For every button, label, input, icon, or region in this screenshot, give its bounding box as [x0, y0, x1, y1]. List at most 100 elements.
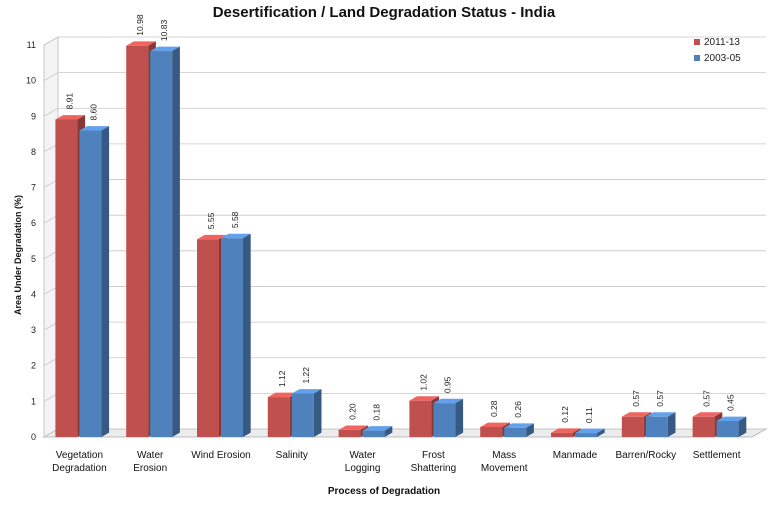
x-tick-label: Water: [349, 450, 376, 461]
bar-top: [480, 422, 510, 428]
bar-front: [504, 427, 527, 437]
legend-swatch-2011-13: [694, 39, 700, 45]
bar: [362, 426, 393, 437]
bar-front: [551, 432, 573, 437]
data-label: 0.57: [631, 390, 641, 407]
data-label: 0.95: [442, 376, 452, 393]
bar-front: [126, 45, 149, 437]
data-label: 8.91: [64, 93, 74, 110]
x-tick-label: Logging: [345, 463, 381, 474]
legend-item-2003-05: 2003-05: [694, 50, 741, 66]
bar-side: [384, 426, 393, 437]
bar-front: [150, 51, 173, 438]
bar-front: [433, 403, 456, 437]
x-tick-label: Degradation: [52, 463, 106, 474]
gridline: [43, 36, 766, 46]
bar: [575, 428, 605, 437]
data-label: 1.12: [277, 370, 287, 387]
y-tick-label: 9: [31, 111, 36, 121]
axis-layer: 0 1 2 3 4 5 6 7 8 9 10 11 Vegetation Degradation Water…: [26, 40, 741, 474]
gridline: [43, 107, 766, 117]
bar-side: [455, 398, 464, 437]
data-label: 0.28: [489, 400, 499, 417]
bar-top: [267, 392, 298, 398]
y-tick-label: 0: [31, 432, 36, 442]
chart-title: Desertification / Land Degradation Statu…: [212, 4, 556, 21]
bar: [433, 398, 464, 437]
bar: [504, 423, 534, 437]
bar-side: [172, 46, 180, 438]
bar-front: [621, 416, 644, 437]
data-label: 0.57: [655, 390, 665, 407]
legend-swatch-2003-05: [694, 55, 700, 61]
bar-top: [575, 428, 605, 434]
data-label: 1.22: [301, 367, 311, 384]
y-tick-label: 10: [26, 76, 36, 86]
y-tick-label: 7: [31, 183, 36, 193]
bar-front: [575, 433, 597, 437]
legend-label-2011-13: 2011-13: [704, 36, 740, 48]
x-tick-label: Frost: [422, 450, 445, 461]
bar: [291, 389, 322, 437]
bar-side: [526, 423, 534, 437]
bar-top: [79, 126, 110, 131]
bar-front: [79, 130, 102, 437]
bar-top: [504, 423, 534, 428]
bar-top: [338, 425, 369, 430]
legend-item-2011-13: 2011-13: [694, 34, 741, 50]
bar-top: [150, 46, 180, 52]
x-tick-label: Barren/Rocky: [616, 450, 677, 461]
x-tick-label: Salinity: [276, 450, 308, 461]
bar-top: [126, 41, 156, 46]
data-label: 5.55: [206, 212, 216, 229]
bars-layer: [55, 41, 747, 438]
bar-front: [338, 429, 361, 437]
bar: [150, 46, 180, 438]
bar-front: [291, 393, 314, 437]
bar-top: [55, 115, 86, 120]
bar-top: [551, 428, 581, 433]
y-tick-label: 5: [31, 254, 36, 264]
bar-front: [267, 397, 290, 437]
bar-top: [621, 412, 652, 417]
bar-top: [433, 398, 464, 404]
x-tick-label: Mass: [492, 450, 516, 461]
x-axis-label: Process of Degradation: [327, 486, 441, 497]
data-label: 0.20: [348, 403, 358, 420]
bar-front: [55, 119, 78, 437]
data-label: 0.18: [372, 404, 382, 421]
y-tick-label: 6: [31, 218, 36, 228]
bar-side: [667, 412, 676, 437]
bar-side: [313, 389, 322, 437]
bar-top: [645, 412, 676, 417]
x-tick-label: Settlement: [693, 450, 741, 461]
bar: [716, 416, 747, 437]
data-label: 0.11: [584, 407, 594, 423]
bar-top: [197, 234, 227, 240]
data-label: 0.45: [726, 394, 736, 411]
x-tick-label: Movement: [481, 463, 528, 474]
y-tick-label: 2: [31, 361, 36, 371]
y-tick-label: 1: [31, 396, 36, 406]
y-tick-label: 4: [31, 289, 36, 299]
bar-side: [243, 233, 251, 437]
x-tick-label: Erosion: [133, 463, 167, 474]
bar-top: [362, 426, 393, 431]
data-label: 10.98: [135, 14, 145, 36]
data-label: 0.57: [702, 390, 712, 407]
data-label: 8.60: [88, 104, 98, 121]
x-tick-label: Water: [137, 450, 164, 461]
x-tick-label: Manmade: [553, 450, 598, 461]
data-label: 0.26: [513, 401, 523, 418]
bar-side: [597, 428, 605, 437]
bar-top: [716, 416, 747, 421]
bar-front: [716, 420, 739, 437]
x-tick-label: Shattering: [411, 463, 457, 474]
bar-front: [362, 430, 385, 437]
data-label: 5.58: [230, 211, 240, 228]
y-tick-label: 3: [31, 325, 36, 335]
bar-side: [738, 416, 747, 437]
bar-front: [221, 238, 243, 437]
y-tick-label: 8: [31, 147, 36, 157]
